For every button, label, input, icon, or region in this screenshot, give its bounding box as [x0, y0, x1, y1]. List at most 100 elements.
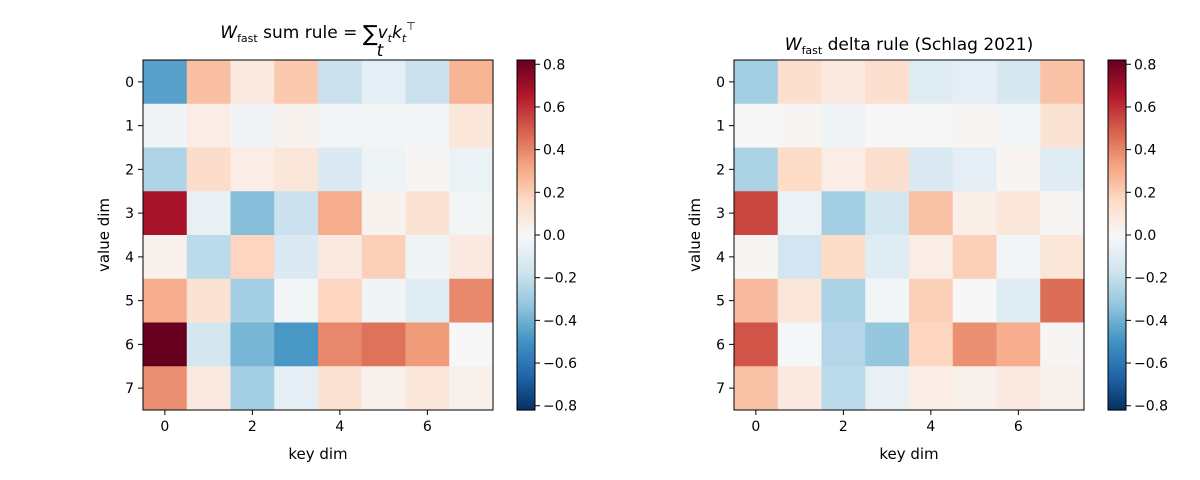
sum-rule-xtick-label: 2: [248, 419, 257, 435]
sum-rule-xtick-label: 6: [423, 419, 432, 435]
delta-rule-cell-2-1: [777, 147, 822, 192]
delta-rule-cell-7-2: [821, 366, 866, 411]
sum-rule-cell-3-5: [361, 191, 406, 236]
sum-rule-heatmap: [143, 60, 494, 411]
delta-rule-cell-1-5: [952, 103, 997, 148]
sum-rule-ylabel: value dim: [95, 198, 113, 272]
delta-rule-colorbar-segment: [1108, 290, 1126, 294]
delta-rule-colorbar-segment: [1108, 211, 1126, 216]
delta-rule-cell-3-6: [996, 191, 1041, 236]
delta-rule-cell-3-4: [909, 191, 954, 236]
sum-rule-colorbar-tick-label: −0.2: [543, 271, 577, 287]
delta-rule-cell-4-0: [734, 235, 779, 280]
sum-rule-colorbar-segment: [517, 284, 535, 289]
sum-rule-colorbar-segment: [517, 354, 535, 359]
delta-rule-colorbar-segment: [1108, 404, 1126, 408]
sum-rule-cell-0-6: [405, 60, 450, 105]
sum-rule-cell-7-3: [274, 366, 319, 411]
sum-rule-cell-1-0: [143, 103, 188, 148]
sum-rule-title-sum-index: t: [377, 41, 385, 61]
sum-rule-colorbar-tick-label: −0.4: [543, 313, 577, 329]
sum-rule-cell-3-6: [405, 191, 450, 236]
sum-rule-colorbar-segment: [517, 74, 535, 79]
sum-rule-colorbar-segment: [517, 176, 535, 181]
delta-rule-colorbar-segment: [1108, 360, 1126, 364]
sum-rule-plot-frame: [142, 59, 494, 411]
delta-rule-cell-6-1: [777, 322, 822, 367]
delta-rule-colorbar-segment: [1108, 243, 1126, 248]
delta-rule-colorbar-segment: [1108, 296, 1126, 300]
delta-rule-cell-2-0: [734, 147, 779, 192]
delta-rule-cell-7-7: [1040, 366, 1085, 411]
sum-rule-colorbar-segment: [517, 302, 535, 306]
delta-rule-colorbar-segment: [1108, 342, 1126, 347]
sum-rule-cell-2-5: [361, 147, 406, 192]
delta-rule-colorbar-segment: [1108, 369, 1126, 373]
delta-rule-colorbar-segment: [1108, 202, 1126, 207]
sum-rule-cell-3-1: [186, 191, 231, 236]
delta-rule-colorbar-segment: [1108, 60, 1126, 64]
sum-rule-cell-6-4: [318, 322, 363, 367]
delta-rule-colorbar-segment: [1108, 109, 1126, 114]
delta-rule-colorbar-tick-label: −0.6: [1134, 356, 1168, 372]
delta-rule-colorbar-segment: [1108, 115, 1126, 119]
sum-rule-colorbar-segment: [517, 389, 535, 394]
sum-rule-cell-7-4: [318, 366, 363, 411]
delta-rule-colorbar-segment: [1108, 310, 1126, 315]
sum-rule-cell-4-6: [405, 235, 450, 280]
delta-rule-colorbar-segment: [1108, 200, 1126, 204]
sum-rule-cell-4-5: [361, 235, 406, 280]
sum-rule-colorbar-segment: [517, 296, 535, 300]
sum-rule-cell-7-0: [143, 366, 188, 411]
sum-rule-colorbar-segment: [517, 310, 535, 315]
sum-rule-colorbar-segment: [517, 80, 535, 84]
sum-rule-colorbar-segment: [517, 249, 535, 254]
delta-rule-colorbar-segment: [1108, 299, 1126, 303]
sum-rule-colorbar-segment: [517, 86, 535, 90]
delta-rule-cell-2-5: [952, 147, 997, 192]
sum-rule-cell-3-2: [230, 191, 275, 236]
sum-rule-colorbar-segment: [517, 167, 535, 172]
delta-rule-cell-2-4: [909, 147, 954, 192]
sum-rule-colorbar-segment: [517, 118, 535, 122]
sum-rule-cell-3-3: [274, 191, 319, 236]
sum-rule-xtick-label: 4: [335, 419, 344, 435]
delta-rule-colorbar-segment: [1108, 375, 1126, 379]
delta-rule-colorbar-segment: [1108, 328, 1126, 332]
delta-rule-colorbar-segment: [1108, 130, 1126, 134]
sum-rule-ytick-label: 3: [125, 206, 134, 222]
sum-rule-colorbar-segment: [517, 319, 535, 324]
sum-rule-cell-7-7: [449, 366, 494, 411]
sum-rule-colorbar-segment: [517, 188, 535, 192]
delta-rule-colorbar-segment: [1108, 197, 1126, 201]
delta-rule-cell-7-6: [996, 366, 1041, 411]
delta-rule-cell-0-5: [952, 60, 997, 105]
delta-rule-cell-2-3: [865, 147, 910, 192]
delta-rule-colorbar-segment: [1108, 118, 1126, 122]
delta-rule-xtick-label: 0: [751, 419, 760, 435]
sum-rule-colorbar-tick-label: 0.2: [543, 185, 565, 201]
delta-rule-colorbar-segment: [1108, 124, 1126, 128]
delta-rule-cell-6-0: [734, 322, 779, 367]
delta-rule-colorbar-segment: [1108, 372, 1126, 376]
delta-rule-ytick-label: 4: [716, 250, 725, 266]
sum-rule-cell-7-1: [186, 366, 231, 411]
delta-rule-colorbar-segment: [1108, 226, 1126, 230]
sum-rule-colorbar-segment: [517, 124, 535, 128]
delta-rule-colorbar-segment: [1108, 264, 1126, 268]
delta-rule-cell-7-1: [777, 366, 822, 411]
sum-rule-colorbar-tick-label: −0.6: [543, 356, 577, 372]
delta-rule-colorbar-segment: [1108, 191, 1126, 195]
delta-rule-colorbar-segment: [1108, 185, 1126, 189]
delta-rule-colorbar-segment: [1108, 316, 1126, 321]
delta-rule-cell-1-2: [821, 103, 866, 148]
delta-rule-colorbar-segment: [1108, 188, 1126, 192]
delta-rule-colorbar-segment: [1108, 74, 1126, 79]
delta-rule-colorbar-segment: [1108, 106, 1126, 111]
delta-rule-colorbar-segment: [1108, 398, 1126, 402]
delta-rule-ytick-label: 7: [716, 381, 725, 397]
delta-rule-cell-3-2: [821, 191, 866, 236]
delta-rule-cell-4-7: [1040, 235, 1085, 280]
sum-rule-colorbar-segment: [517, 127, 535, 131]
delta-rule-colorbar-segment: [1108, 232, 1126, 236]
